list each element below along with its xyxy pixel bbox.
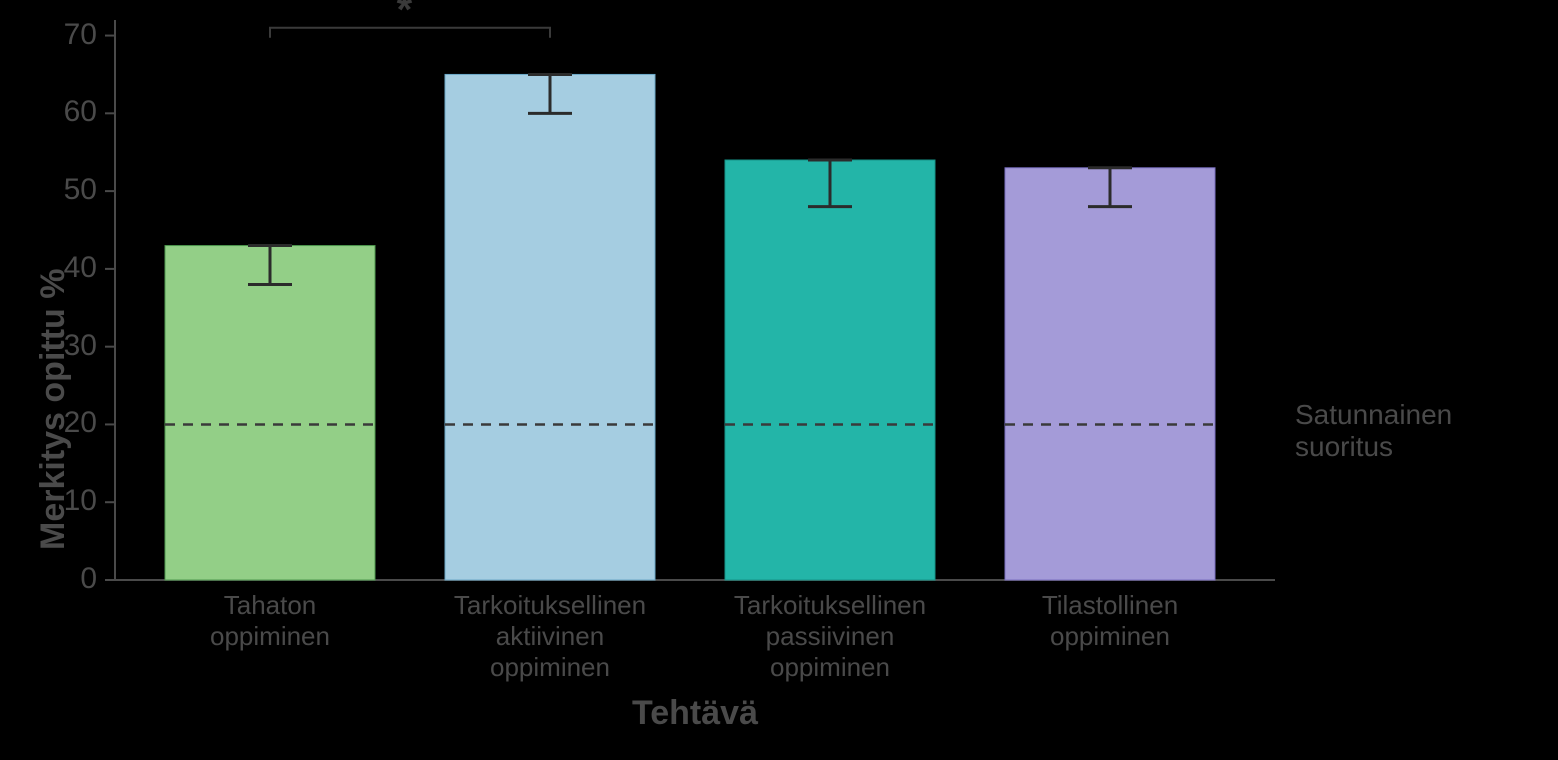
x-axis-label: Tehtävä [115, 694, 1275, 733]
y-tick-label: 70 [64, 18, 97, 52]
x-category-label: Tahatonoppiminen [135, 590, 405, 652]
reference-line-label: Satunnainensuoritus [1295, 399, 1452, 463]
y-tick-label: 60 [64, 95, 97, 129]
y-tick-label: 20 [64, 406, 97, 440]
y-tick-label: 30 [64, 329, 97, 363]
y-tick-label: 0 [80, 562, 97, 596]
y-tick-label: 50 [64, 173, 97, 207]
y-tick-label: 40 [64, 251, 97, 285]
significance-star: * [397, 0, 413, 33]
y-tick-label: 10 [64, 484, 97, 518]
bar-chart: Merkitys opittu % Tehtävä 01020304050607… [0, 0, 1558, 760]
x-category-label: Tilastollinenoppiminen [975, 590, 1245, 652]
x-category-label: Tarkoituksellinenaktiivinenoppiminen [415, 590, 685, 684]
x-category-label: Tarkoituksellinenpassiivinenoppiminen [695, 590, 965, 684]
